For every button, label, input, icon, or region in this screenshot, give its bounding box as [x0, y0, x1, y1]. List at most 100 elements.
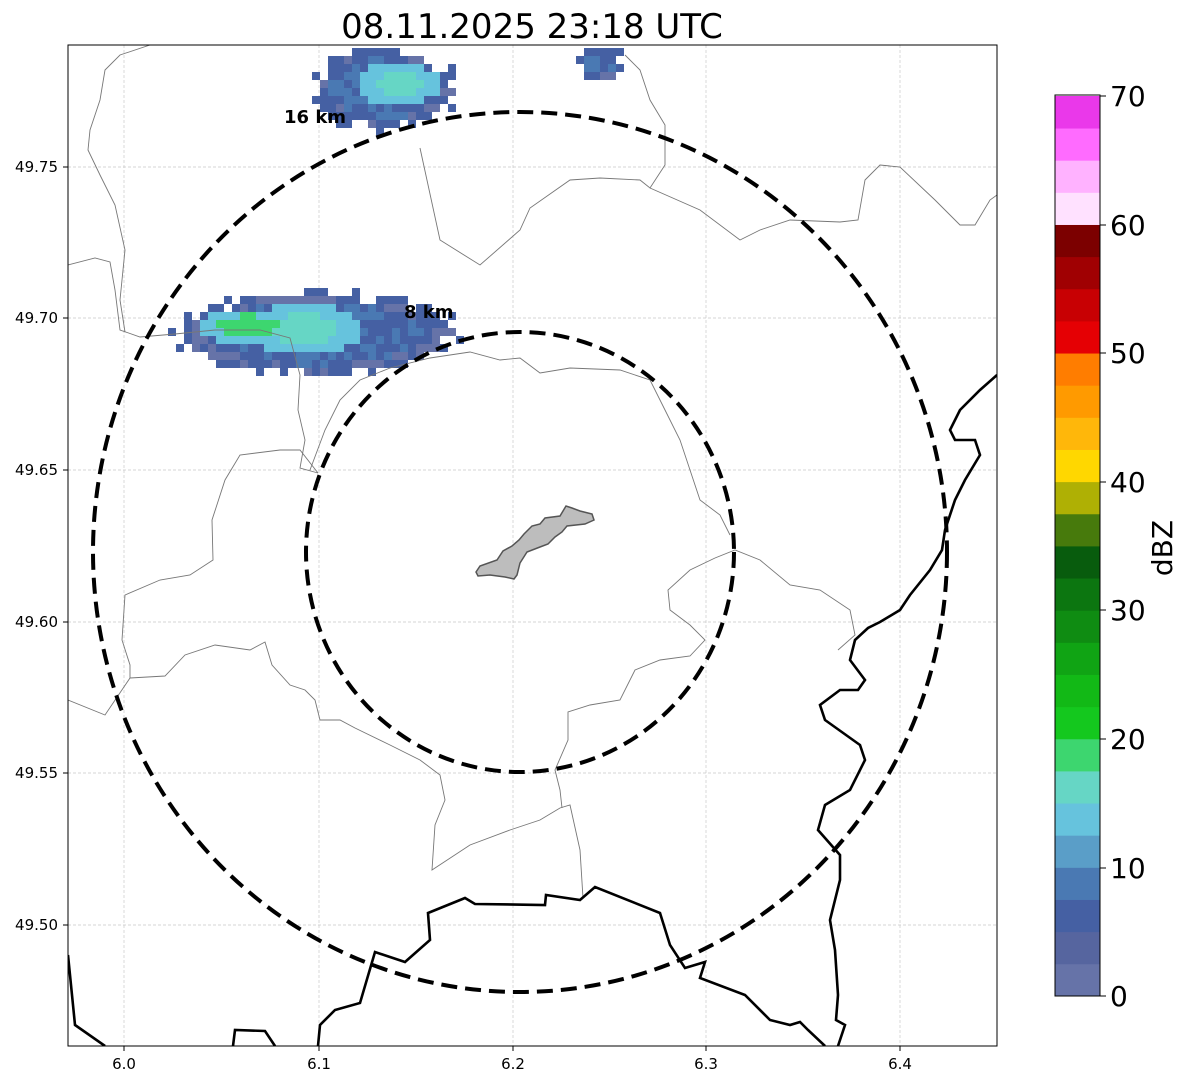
echo-pixel — [240, 352, 248, 360]
echo-pixel — [376, 48, 384, 56]
echo-pixel — [232, 336, 240, 344]
colorbar-cell — [1055, 256, 1100, 290]
echo-pixel — [352, 56, 360, 64]
echo-pixel — [344, 296, 352, 304]
echo-pixel — [248, 296, 256, 304]
colorbar-cell — [1055, 224, 1100, 258]
echo-pixel — [368, 368, 376, 376]
echo-pixel — [304, 304, 312, 312]
echo-pixel — [248, 344, 256, 352]
echo-pixel — [200, 344, 208, 352]
echo-pixel — [336, 344, 344, 352]
echo-pixel — [424, 320, 432, 328]
echo-pixel — [304, 320, 312, 328]
national-border — [68, 374, 997, 1046]
echo-pixel — [416, 312, 424, 320]
echo-pixel — [232, 304, 240, 312]
echo-pixel — [240, 336, 248, 344]
echo-pixel — [360, 96, 368, 104]
echo-pixel — [352, 336, 360, 344]
echo-pixel — [384, 48, 392, 56]
y-tick-label: 49.55 — [15, 764, 58, 782]
echo-pixel — [344, 352, 352, 360]
echo-pixel — [392, 80, 400, 88]
echo-pixel — [408, 88, 416, 96]
colorbar-cell — [1055, 610, 1100, 643]
echo-pixel — [400, 296, 408, 304]
echo-pixel — [336, 336, 344, 344]
echo-pixel — [280, 360, 288, 368]
echo-pixel — [264, 296, 272, 304]
echo-pixel — [416, 112, 424, 120]
echo-pixel — [408, 104, 416, 112]
echo-pixel — [400, 56, 408, 64]
colorbar-frame — [1054, 94, 1101, 997]
echo-pixel — [408, 320, 416, 328]
echo-pixel — [304, 368, 312, 376]
echo-pixel — [352, 72, 360, 80]
echo-pixel — [320, 304, 328, 312]
y-tick-label: 49.60 — [15, 613, 58, 631]
echo-pixel — [360, 72, 368, 80]
echo-pixel — [376, 112, 384, 120]
echo-pixel — [392, 336, 400, 344]
echo-pixel — [232, 320, 240, 328]
echo-pixel — [192, 320, 200, 328]
echo-pixel — [320, 320, 328, 328]
echo-pixel — [576, 56, 584, 64]
echo-pixel — [352, 344, 360, 352]
echo-pixel — [232, 344, 240, 352]
colorbar-cell — [1055, 321, 1100, 354]
echo-pixel — [360, 320, 368, 328]
echo-pixel — [408, 328, 416, 336]
echo-pixel — [328, 368, 336, 376]
echo-pixel — [352, 88, 360, 96]
echo-pixel — [248, 360, 256, 368]
echo-pixel — [224, 344, 232, 352]
echo-pixel — [264, 320, 272, 328]
echo-pixel — [328, 56, 336, 64]
echo-pixel — [344, 328, 352, 336]
echo-pixel — [344, 336, 352, 344]
echo-pixel — [368, 344, 376, 352]
echo-pixel — [440, 320, 448, 328]
echo-pixel — [216, 328, 224, 336]
echo-pixel — [200, 312, 208, 320]
echo-pixel — [360, 304, 368, 312]
echo-pixel — [344, 320, 352, 328]
echo-pixel — [368, 72, 376, 80]
echo-pixel — [360, 344, 368, 352]
echo-pixel — [424, 112, 432, 120]
echo-pixel — [360, 48, 368, 56]
echo-pixel — [424, 88, 432, 96]
echo-pixel — [336, 296, 344, 304]
colorbar-cell — [1055, 578, 1100, 611]
echo-pixel — [240, 320, 248, 328]
echo-pixel — [352, 296, 360, 304]
echo-pixel — [392, 312, 400, 320]
echo-pixel — [280, 368, 288, 376]
echo-pixel — [400, 112, 408, 120]
echo-pixel — [328, 304, 336, 312]
x-tick-label: 6.3 — [694, 1055, 718, 1073]
echo-pixel — [328, 112, 336, 120]
echo-pixel — [392, 48, 400, 56]
echo-pixel — [600, 64, 608, 72]
echo-pixel — [608, 64, 616, 72]
echo-pixel — [256, 328, 264, 336]
echo-pixel — [296, 352, 304, 360]
echo-pixel — [256, 320, 264, 328]
echo-pixel — [400, 360, 408, 368]
echo-pixel — [416, 72, 424, 80]
echo-pixel — [384, 96, 392, 104]
echo-pixel — [448, 312, 456, 320]
echo-pixel — [400, 64, 408, 72]
echo-pixel — [320, 336, 328, 344]
echo-pixel — [368, 64, 376, 72]
echo-pixel — [344, 120, 352, 128]
echo-pixel — [400, 336, 408, 344]
echo-pixel — [328, 312, 336, 320]
echo-pixel — [304, 336, 312, 344]
echo-pixel — [600, 56, 608, 64]
